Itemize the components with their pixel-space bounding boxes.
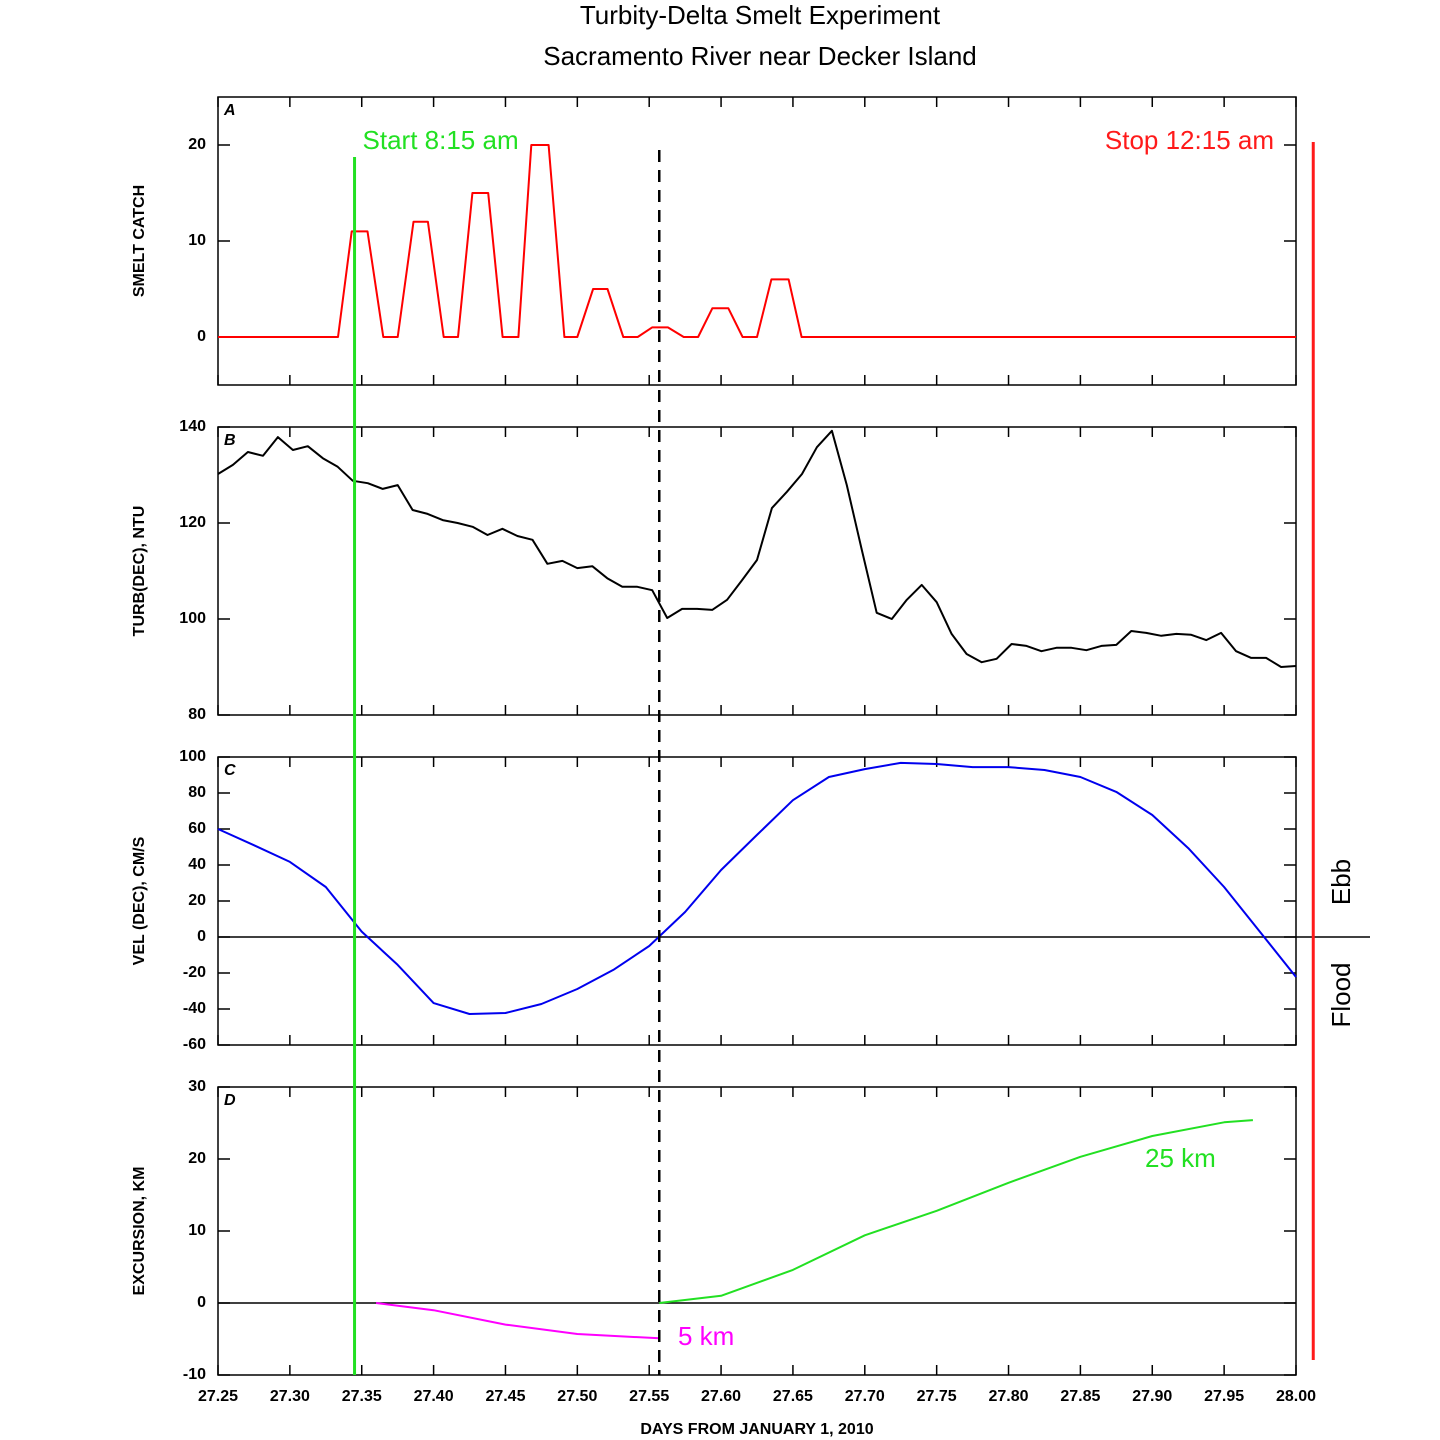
y-tick-label: 100 (179, 748, 206, 765)
y-axis-label: EXCURSION, KM (131, 1167, 148, 1296)
y-tick-label: 60 (188, 820, 206, 837)
y-tick-label: 80 (188, 706, 206, 723)
x-tick-label: 27.90 (1132, 1388, 1172, 1405)
y-tick-label: 140 (179, 418, 206, 435)
x-tick-label: 27.25 (198, 1388, 238, 1405)
annotation: Flood (1326, 962, 1356, 1027)
plot-frame (217, 1086, 1297, 1376)
panel-label: A (223, 102, 236, 119)
x-tick-label: 27.75 (917, 1388, 957, 1405)
data-line (217, 761, 1297, 1015)
y-axis-label: TURB(DEC), NTU (131, 506, 148, 637)
x-tick-label: 27.95 (1204, 1388, 1244, 1405)
y-tick-label: 10 (188, 232, 206, 249)
x-tick-label: 27.50 (557, 1388, 597, 1405)
y-tick-label: 0 (197, 928, 206, 945)
x-tick-label: 27.40 (414, 1388, 454, 1405)
y-axis-label: SMELT CATCH (131, 185, 148, 297)
plot-frame (217, 756, 1297, 1046)
x-tick-label: 27.70 (845, 1388, 885, 1405)
y-tick-label: -40 (183, 1000, 206, 1017)
x-tick-label: 27.65 (773, 1388, 813, 1405)
y-tick-label: 80 (188, 784, 206, 801)
chart-title: Turbity-Delta Smelt Experiment (580, 0, 941, 30)
y-tick-label: -20 (183, 964, 206, 981)
y-tick-label: -10 (183, 1366, 206, 1383)
x-tick-label: 27.85 (1060, 1388, 1100, 1405)
y-tick-label: 10 (188, 1222, 206, 1239)
y-tick-label: -60 (183, 1036, 206, 1053)
plot-frame (217, 426, 1297, 716)
marker-label: Start 8:15 am (363, 125, 519, 155)
x-tick-label: 27.55 (629, 1388, 669, 1405)
marker-label: Stop 12:15 am (1105, 125, 1274, 155)
y-tick-label: 0 (197, 328, 206, 345)
x-tick-label: 27.35 (342, 1388, 382, 1405)
x-tick-label: 28.00 (1276, 1388, 1316, 1405)
y-axis-label: VEL (DEC), CM/S (131, 836, 148, 965)
x-tick-label: 27.80 (989, 1388, 1029, 1405)
y-tick-label: 100 (179, 610, 206, 627)
x-tick-label: 27.30 (270, 1388, 310, 1405)
panel-label: D (224, 1092, 236, 1109)
panel-label: B (224, 432, 236, 449)
y-tick-label: 120 (179, 514, 206, 531)
panel-label: C (224, 762, 236, 779)
data-line (218, 144, 1296, 338)
x-tick-label: 27.45 (485, 1388, 525, 1405)
y-tick-label: 20 (188, 892, 206, 909)
x-tick-label: 27.60 (701, 1388, 741, 1405)
annotation: 25 km (1145, 1143, 1216, 1173)
y-tick-label: 20 (188, 1150, 206, 1167)
y-tick-label: 40 (188, 856, 206, 873)
data-line (217, 429, 1297, 668)
y-tick-label: 30 (188, 1078, 206, 1095)
x-axis-label: DAYS FROM JANUARY 1, 2010 (640, 1421, 873, 1438)
data-line (375, 1302, 660, 1340)
chart-subtitle: Sacramento River near Decker Island (543, 41, 977, 71)
annotation: 5 km (678, 1321, 734, 1351)
y-tick-label: 20 (188, 136, 206, 153)
data-line (659, 1119, 1253, 1304)
y-tick-label: 0 (197, 1294, 206, 1311)
annotation: Ebb (1326, 859, 1356, 905)
